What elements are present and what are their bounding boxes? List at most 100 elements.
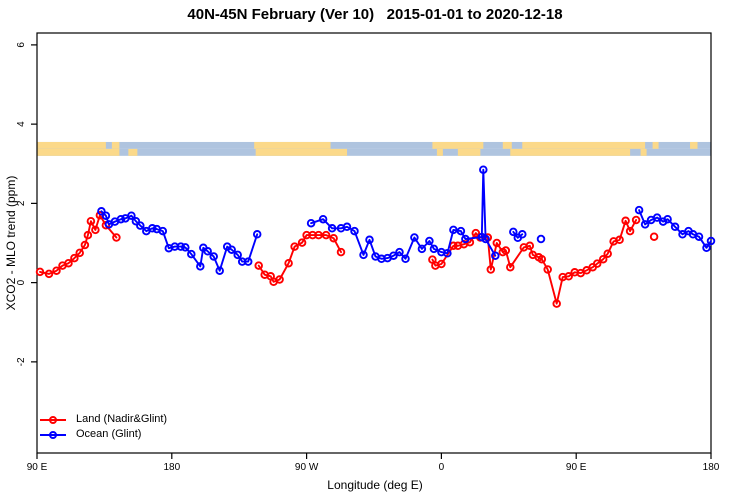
ocean-data-point bbox=[342, 222, 352, 232]
ocean-data-point bbox=[663, 214, 672, 224]
ocean-data-point bbox=[359, 250, 368, 260]
ocean-data-point bbox=[417, 244, 427, 254]
x-axis-label: Longitude (deg E) bbox=[327, 478, 423, 492]
y-axis-label: XCO2 - MLO trend (ppm) bbox=[4, 175, 18, 311]
y-tick-label: 2 bbox=[16, 200, 27, 206]
land-data-point bbox=[506, 262, 515, 272]
ocean-data-point bbox=[509, 227, 518, 237]
map-strip-land bbox=[522, 141, 646, 149]
map-strip-land bbox=[436, 148, 443, 156]
ocean-data-point bbox=[327, 224, 337, 233]
land-data-point bbox=[615, 235, 624, 245]
x-tick-label: 0 bbox=[439, 462, 445, 473]
y-tick-label: 0 bbox=[16, 279, 27, 285]
land-data-point bbox=[80, 240, 90, 250]
y-tick-label: 4 bbox=[16, 121, 27, 127]
land-data-point bbox=[621, 216, 630, 226]
land-data-point bbox=[336, 247, 346, 257]
legend-item-land: Land (Nadir&Glint) bbox=[40, 412, 167, 427]
ocean-data-point bbox=[97, 207, 106, 216]
ocean-data-point bbox=[479, 165, 488, 174]
ocean-data-point bbox=[395, 247, 404, 257]
ocean-data-point bbox=[306, 218, 316, 228]
land-data-point bbox=[625, 226, 635, 236]
map-strip-land bbox=[111, 141, 120, 149]
land-data-point bbox=[75, 248, 84, 258]
ocean-data-point bbox=[203, 247, 212, 256]
land-data-point bbox=[492, 238, 502, 248]
land-data-point bbox=[564, 272, 573, 281]
map-strip-land bbox=[690, 141, 698, 149]
ocean-data-point bbox=[243, 257, 253, 266]
ocean-data-point bbox=[365, 235, 374, 245]
land-data-point bbox=[631, 215, 641, 225]
ocean-data-point bbox=[491, 251, 500, 260]
ocean-data-point bbox=[652, 213, 662, 222]
land-data-point bbox=[86, 216, 96, 226]
land-data-point bbox=[91, 225, 100, 235]
ocean-data-point bbox=[536, 234, 546, 244]
land-data-point bbox=[649, 232, 659, 241]
land-data-point bbox=[297, 238, 307, 247]
land-data-point bbox=[501, 246, 511, 255]
ocean-data-point bbox=[443, 249, 452, 258]
ocean-series-symbol-icon bbox=[40, 430, 66, 440]
ocean-data-point bbox=[101, 211, 111, 220]
map-strip-land bbox=[37, 141, 106, 149]
ocean-data-point bbox=[706, 236, 716, 246]
ocean-data-point bbox=[187, 249, 196, 259]
ocean-data-point bbox=[425, 236, 434, 246]
ocean-series-line bbox=[638, 209, 712, 249]
y-tick-label: -2 bbox=[16, 357, 27, 366]
map-strip-land bbox=[652, 141, 659, 149]
ocean-data-point bbox=[131, 216, 141, 226]
ocean-data-point bbox=[429, 244, 439, 254]
land-data-point bbox=[437, 259, 446, 269]
land-data-point bbox=[83, 230, 93, 240]
axis-ticks: 90 E 180 90 W 0 90 E 180 -2 0 2 4 6 bbox=[16, 42, 720, 473]
land-data-point bbox=[290, 242, 299, 251]
ocean-data-point bbox=[456, 226, 466, 236]
land-data-point bbox=[254, 261, 263, 270]
ocean-data-point bbox=[481, 234, 490, 244]
ocean-data-point bbox=[215, 266, 224, 275]
x-tick-label: 90 W bbox=[295, 462, 319, 473]
land-data-point bbox=[486, 265, 496, 274]
ocean-data-point bbox=[116, 214, 126, 224]
ocean-data-point bbox=[158, 226, 168, 236]
land-series-symbol-icon bbox=[40, 415, 66, 425]
map-strip-land bbox=[255, 148, 348, 156]
land-data-point bbox=[525, 241, 535, 251]
ocean-data-point bbox=[389, 251, 398, 260]
ocean-data-point bbox=[640, 220, 650, 229]
ocean-data-point bbox=[461, 234, 470, 244]
ocean-data-point bbox=[350, 226, 359, 236]
ocean-data-point bbox=[670, 222, 680, 232]
legend: Land (Nadir&Glint) Ocean (Glint) bbox=[40, 412, 167, 442]
ocean-data-point bbox=[252, 230, 262, 239]
map-strip-land bbox=[432, 141, 484, 149]
map-strip-land bbox=[510, 148, 631, 156]
land-data-point bbox=[35, 267, 45, 277]
ocean-data-point bbox=[148, 224, 157, 233]
map-strip-land bbox=[457, 148, 481, 156]
land-data-point bbox=[537, 254, 547, 264]
y-tick-label: 6 bbox=[16, 42, 27, 48]
x-tick-label: 90 E bbox=[566, 462, 587, 473]
map-strip-land bbox=[128, 148, 138, 156]
land-data-point bbox=[112, 233, 121, 242]
ocean-data-point bbox=[449, 225, 458, 235]
map-strip bbox=[37, 141, 711, 156]
land-data-point bbox=[603, 249, 612, 258]
ocean-data-point bbox=[702, 243, 711, 253]
land-data-point bbox=[543, 265, 552, 274]
map-strip-ocean bbox=[37, 148, 711, 156]
x-tick-label: 90 E bbox=[27, 462, 48, 473]
chart-title: 40N-45N February (Ver 10) 2015-01-01 to … bbox=[187, 6, 563, 23]
land-data-point bbox=[64, 258, 73, 268]
ocean-data-point bbox=[401, 254, 410, 264]
land-data-point bbox=[471, 228, 481, 238]
ocean-data-point bbox=[136, 221, 145, 230]
